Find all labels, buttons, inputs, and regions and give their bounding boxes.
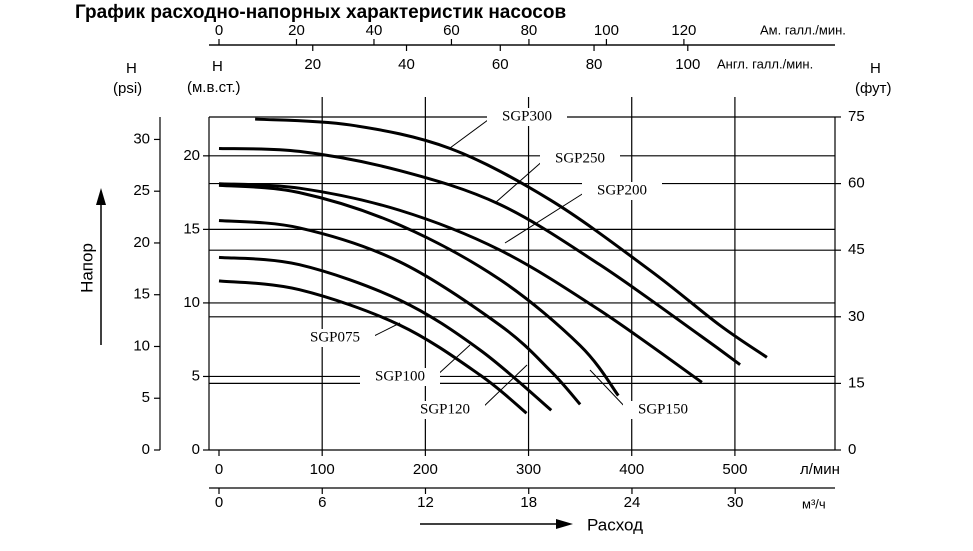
label-leader xyxy=(479,364,528,411)
label-box xyxy=(405,401,485,419)
y2-tick-label: 30 xyxy=(133,130,150,147)
x2-tick-label: 20 xyxy=(304,56,321,73)
x-unit: л/мин xyxy=(800,461,840,478)
pump-curve xyxy=(218,219,582,406)
y2-symbol: Н xyxy=(870,60,881,77)
y2-unit: (psi) xyxy=(113,80,142,97)
y2-tick-label: 0 xyxy=(142,441,150,458)
y2-tick-label: 60 xyxy=(848,175,865,192)
y-tick-label: 0 xyxy=(192,441,200,458)
label-box xyxy=(487,108,567,126)
label-leader xyxy=(434,344,471,378)
y2-tick-label: 30 xyxy=(848,308,865,325)
label-box xyxy=(540,150,620,168)
x2-tick-label: 80 xyxy=(521,22,538,39)
x2-unit: м³/ч xyxy=(802,496,826,511)
pump-curve xyxy=(218,182,703,384)
y-unit: (м.в.ст.) xyxy=(187,79,240,96)
y-tick-label: 5 xyxy=(192,367,200,384)
series-label: SGP100 xyxy=(375,368,425,384)
x2-tick-label: 100 xyxy=(675,56,700,73)
x-tick-label: 500 xyxy=(722,461,747,478)
series-label: SGP250 xyxy=(555,150,605,166)
y-tick-label: 15 xyxy=(183,220,200,237)
label-leader xyxy=(494,158,546,204)
series-label: SGP150 xyxy=(638,401,688,417)
y-symbol: Н xyxy=(212,58,223,75)
x2-tick-label: 120 xyxy=(671,22,696,39)
x2-tick-label: 60 xyxy=(492,56,509,73)
y2-tick-label: 20 xyxy=(133,234,150,251)
y2-tick-label: 15 xyxy=(133,286,150,303)
pump-curve xyxy=(218,146,741,366)
x2-tick-label: 18 xyxy=(520,494,537,511)
pump-curve xyxy=(255,117,768,359)
label-leader xyxy=(504,190,588,244)
chart-title: График расходно-напорных характеристик н… xyxy=(75,2,566,23)
label-box xyxy=(623,401,703,419)
x2-tick-label: 6 xyxy=(318,494,326,511)
x-tick-label: 200 xyxy=(413,461,438,478)
x-axis-title: Расход xyxy=(587,515,643,534)
x2-unit: Англ. галл./мин. xyxy=(717,56,813,71)
x2-tick-label: 12 xyxy=(417,494,434,511)
y-axis-title: Напор xyxy=(77,243,96,293)
y2-symbol: Н xyxy=(126,60,137,77)
y-tick-label: 10 xyxy=(183,294,200,311)
x2-tick-label: 80 xyxy=(586,56,603,73)
x2-unit: Ам. галл./мин. xyxy=(760,22,846,37)
pump-curve xyxy=(218,183,620,397)
arrow-head xyxy=(96,188,106,205)
x2-tick-label: 40 xyxy=(398,56,415,73)
x-tick-label: 300 xyxy=(516,461,541,478)
x2-tick-label: 20 xyxy=(288,22,305,39)
y2-unit: (фут) xyxy=(855,80,892,97)
y2-tick-label: 10 xyxy=(133,337,150,354)
y2-tick-label: 75 xyxy=(848,108,865,125)
series-label: SGP120 xyxy=(420,401,470,417)
y2-tick-label: 0 xyxy=(848,441,856,458)
x2-tick-label: 0 xyxy=(215,494,223,511)
label-leader xyxy=(449,116,493,149)
label-box xyxy=(360,368,440,386)
series-label: SGP300 xyxy=(502,108,552,124)
arrow-head xyxy=(556,519,573,529)
y2-tick-label: 25 xyxy=(133,182,150,199)
x2-tick-label: 40 xyxy=(366,22,383,39)
series-label: SGP200 xyxy=(597,182,647,198)
label-box xyxy=(582,182,662,200)
y2-tick-label: 15 xyxy=(848,374,865,391)
y2-tick-label: 45 xyxy=(848,241,865,258)
x2-tick-label: 30 xyxy=(727,494,744,511)
x-tick-label: 400 xyxy=(619,461,644,478)
x-tick-label: 100 xyxy=(310,461,335,478)
y2-tick-label: 5 xyxy=(142,389,150,406)
label-box xyxy=(295,329,375,347)
y-tick-label: 20 xyxy=(183,147,200,164)
x2-tick-label: 24 xyxy=(624,494,641,511)
x2-tick-label: 100 xyxy=(594,22,619,39)
x2-tick-label: 0 xyxy=(215,22,223,39)
series-label: SGP075 xyxy=(310,329,360,345)
pump-curve xyxy=(218,255,553,412)
x2-tick-label: 60 xyxy=(443,22,460,39)
pump-curve xyxy=(218,279,528,415)
label-leader xyxy=(589,369,629,411)
x-tick-label: 0 xyxy=(215,461,223,478)
